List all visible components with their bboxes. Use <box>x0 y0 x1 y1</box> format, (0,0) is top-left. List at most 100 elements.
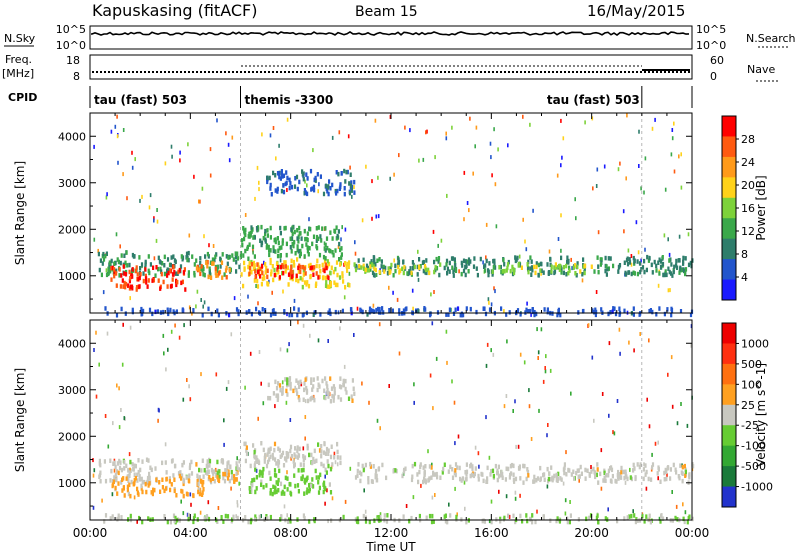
data-cell <box>332 269 335 275</box>
nsearch-tick-low: 10^0 <box>696 39 726 52</box>
data-cell <box>462 268 466 274</box>
data-cell <box>494 265 497 270</box>
data-cell <box>374 267 377 273</box>
data-cell <box>490 469 493 474</box>
scatter-cell <box>673 169 676 174</box>
scatter-cell <box>114 124 117 129</box>
colorbar-swatch <box>722 156 736 178</box>
scatter-cell <box>548 249 551 254</box>
scatter-cell <box>215 372 218 377</box>
data-cell <box>303 491 306 496</box>
scatter-cell <box>474 144 476 149</box>
scatter-cell <box>584 120 586 125</box>
data-cell <box>269 491 272 496</box>
data-cell <box>590 469 593 474</box>
data-cell <box>553 269 557 274</box>
data-cell <box>344 179 347 184</box>
data-cell <box>672 462 675 468</box>
scatter-cell <box>474 445 477 450</box>
data-cell <box>459 476 462 482</box>
data-cell <box>320 449 323 454</box>
scatter-cell <box>302 323 305 328</box>
scatter-cell <box>231 135 234 140</box>
data-cell <box>533 479 536 484</box>
data-cell <box>531 309 535 315</box>
data-cell <box>105 272 109 278</box>
data-cell <box>206 264 209 269</box>
scatter-cell <box>255 468 258 473</box>
data-cell <box>290 249 293 254</box>
data-cell <box>226 514 230 519</box>
data-cell <box>438 272 441 278</box>
data-cell <box>193 513 196 518</box>
data-cell <box>499 516 502 522</box>
data-cell <box>583 270 586 276</box>
data-cell <box>550 269 553 274</box>
data-cell <box>204 254 207 259</box>
data-cell <box>566 516 569 521</box>
data-cell <box>318 448 322 453</box>
data-cell <box>252 235 255 240</box>
data-cell <box>237 309 240 314</box>
data-cell <box>566 519 569 525</box>
data-cell <box>300 468 303 473</box>
data-cell <box>616 518 619 524</box>
data-cell <box>178 473 181 479</box>
scatter-cell <box>446 193 448 198</box>
scatter-cell <box>347 134 350 139</box>
scatter-cell <box>587 323 590 328</box>
data-cell <box>270 269 273 274</box>
data-cell <box>357 519 360 525</box>
data-cell <box>163 514 166 519</box>
data-cell <box>342 378 345 384</box>
scatter-cell <box>116 114 118 119</box>
data-cell <box>526 467 529 472</box>
data-cell <box>272 248 275 254</box>
data-cell <box>232 514 235 520</box>
scatter-cell <box>547 423 549 427</box>
data-cell <box>638 312 641 317</box>
data-cell <box>491 269 494 274</box>
data-cell <box>163 254 166 260</box>
data-cell <box>348 181 351 186</box>
data-cell <box>159 489 162 494</box>
data-cell <box>311 387 314 392</box>
data-cell <box>269 514 272 520</box>
data-cell <box>266 175 269 180</box>
colorbar-swatch <box>722 384 736 406</box>
data-cell <box>144 267 147 272</box>
scatter-cell <box>93 237 96 242</box>
cpid-segment-label: themis -3300 <box>245 93 334 107</box>
data-cell <box>243 266 246 271</box>
data-cell <box>257 265 260 270</box>
scatter-cell <box>203 300 206 305</box>
data-cell <box>320 453 323 459</box>
data-cell <box>315 226 318 231</box>
scatter-cell <box>549 368 552 373</box>
data-cell <box>296 228 299 233</box>
colorbar-swatch <box>722 323 736 344</box>
data-cell <box>172 265 175 270</box>
scatter-cell <box>503 404 506 409</box>
data-cell <box>293 229 296 235</box>
data-cell <box>164 486 168 491</box>
data-cell <box>299 462 302 467</box>
scatter-cell <box>478 464 480 469</box>
data-cell <box>583 266 586 272</box>
data-cell <box>298 231 301 236</box>
data-cell <box>456 465 459 470</box>
data-cell <box>668 269 671 275</box>
scatter-cell <box>591 355 594 360</box>
data-cell <box>272 277 275 283</box>
data-cell <box>468 261 471 266</box>
data-cell <box>424 478 427 483</box>
data-cell <box>373 266 376 272</box>
data-cell <box>140 262 144 267</box>
data-cell <box>235 307 239 312</box>
data-cell <box>254 489 257 495</box>
data-cell <box>660 259 663 264</box>
scatter-cell <box>488 300 490 305</box>
data-cell <box>648 256 651 261</box>
data-cell <box>317 236 320 242</box>
data-cell <box>303 266 306 271</box>
